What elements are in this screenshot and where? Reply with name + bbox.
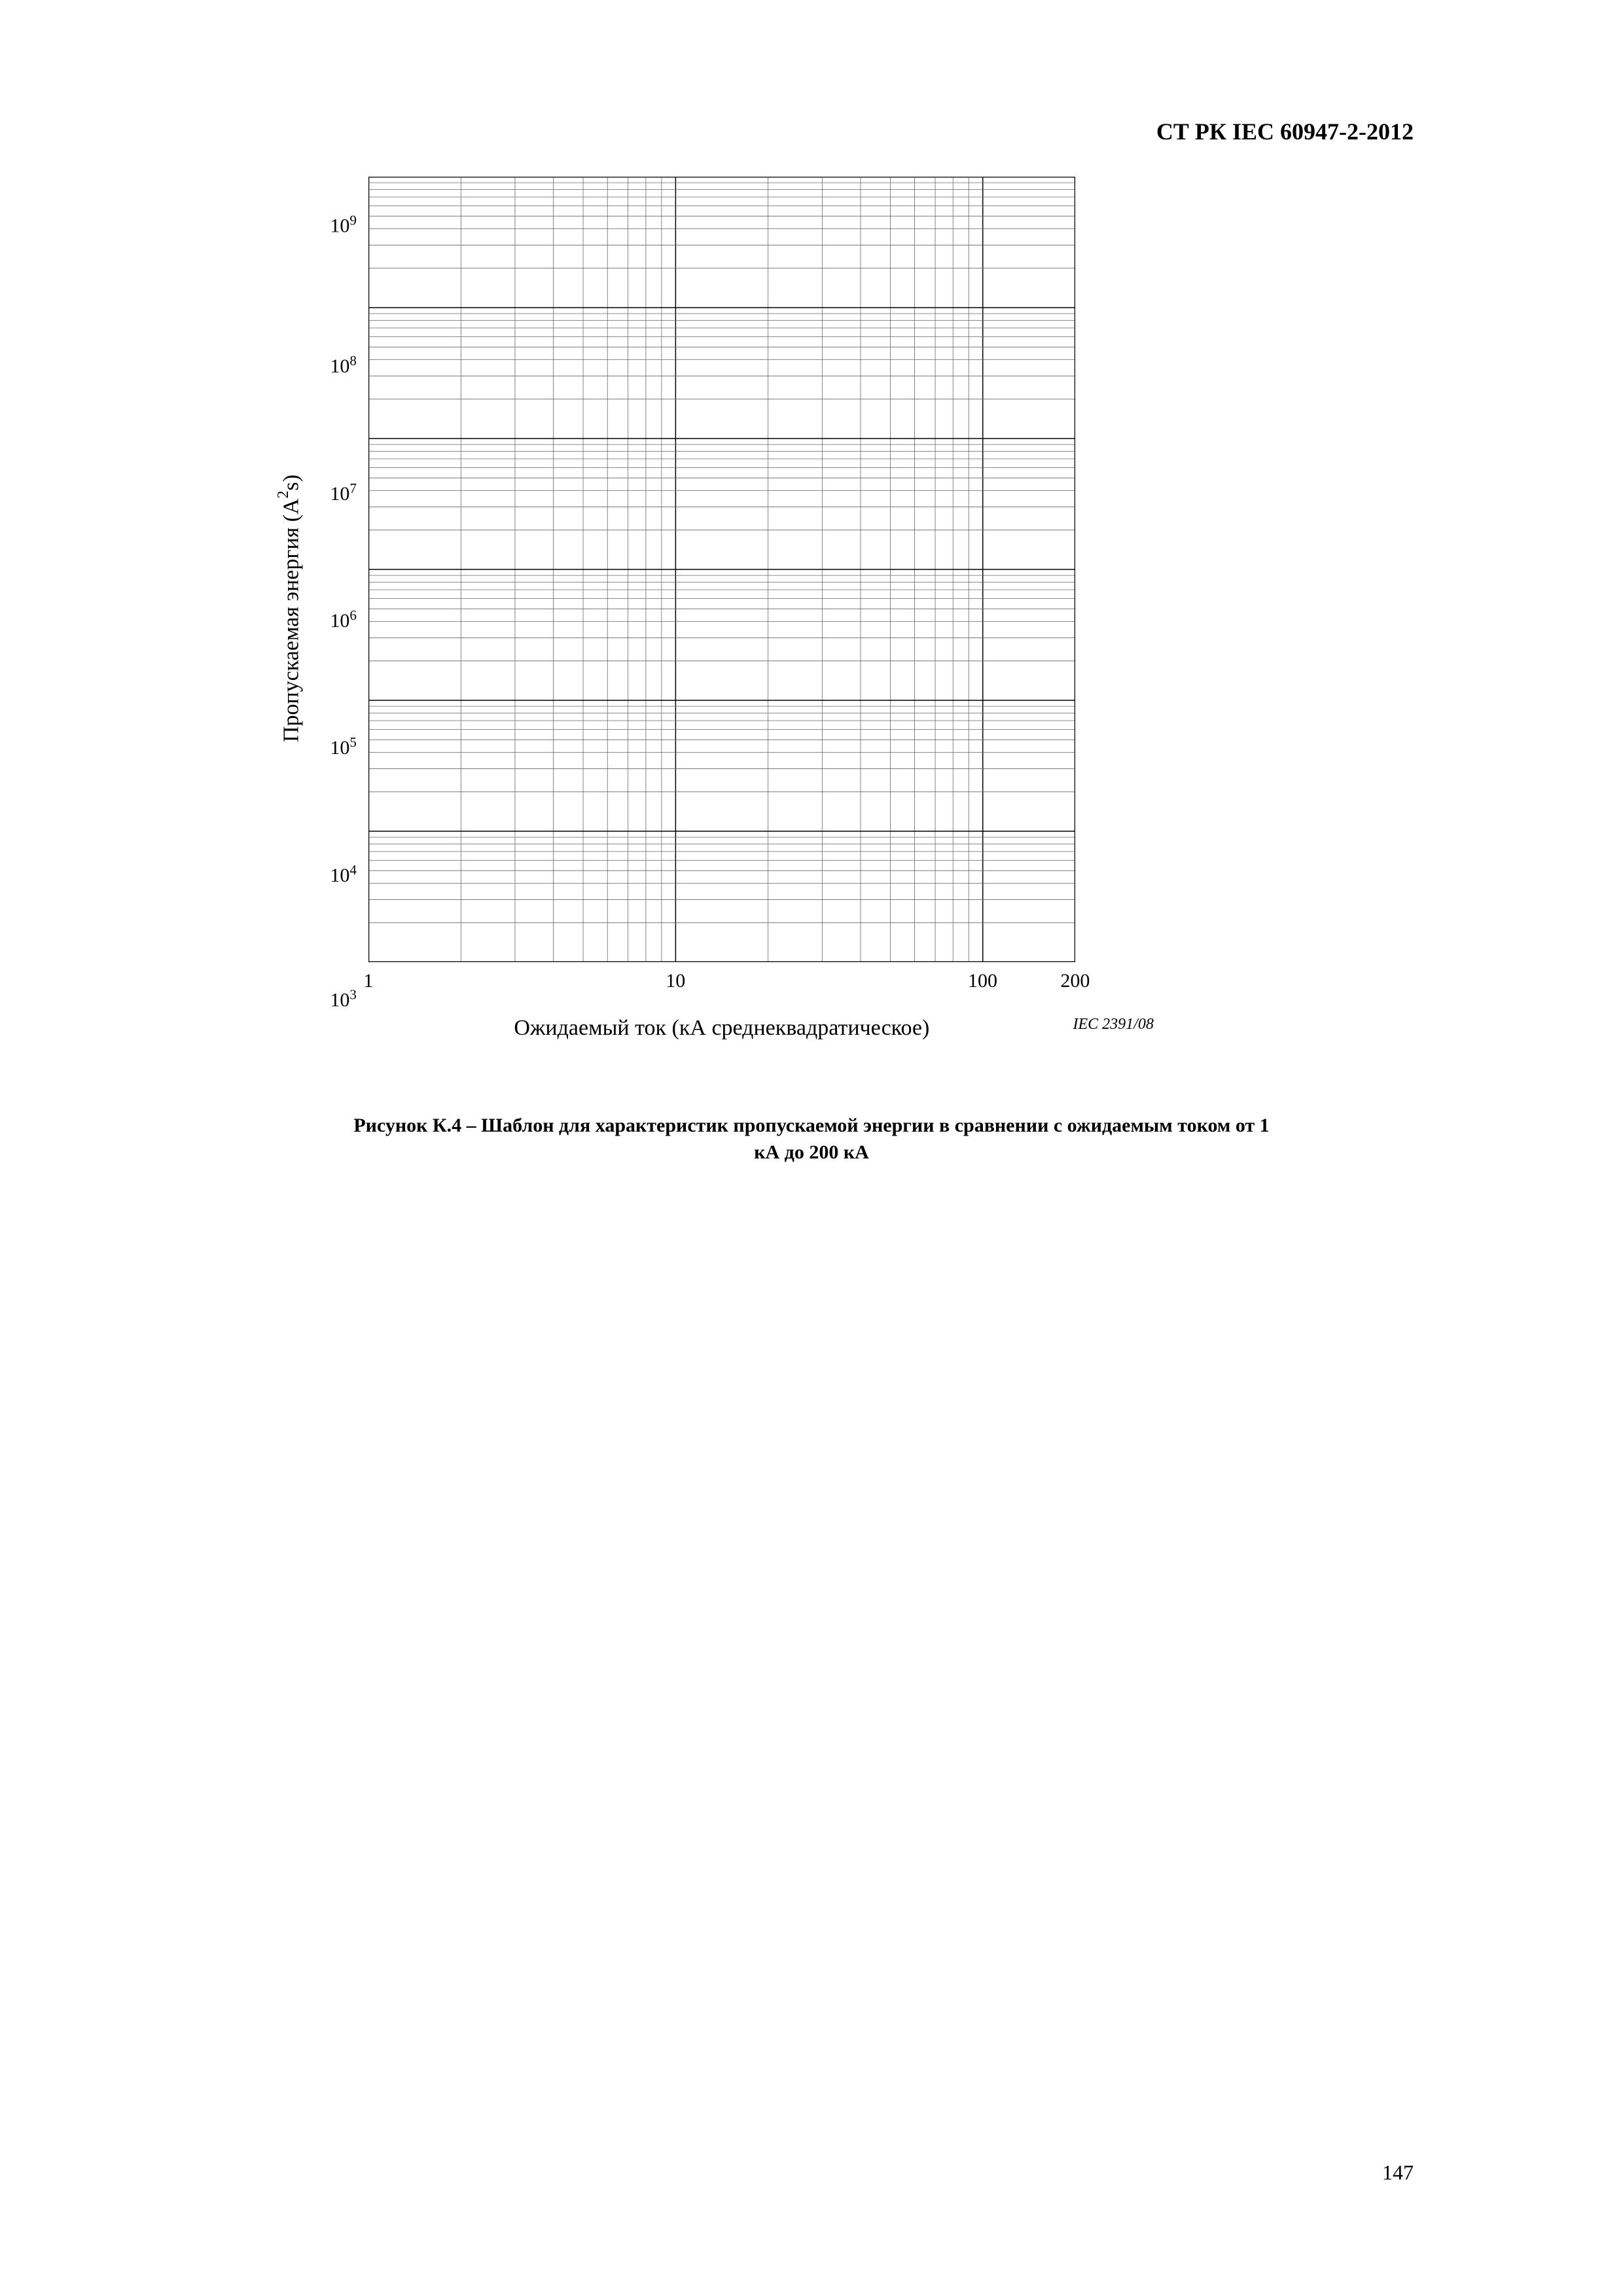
chart-figure: Пропускаемая энергия (A2s) 109 108 107 106 1… xyxy=(275,177,1257,1041)
y-tick-label: 109 xyxy=(330,214,357,236)
y-tick-label: 106 xyxy=(330,609,357,631)
y-tick-label: 107 xyxy=(330,482,357,504)
x-axis-label: Ожидаемый ток (кА среднеквадратическое) xyxy=(514,1016,929,1041)
y-tick-label: 104 xyxy=(330,863,357,886)
page: СТ РК IEC 60947-2-2012 Пропускаемая энер… xyxy=(0,0,1623,2296)
x-tick-label: 10 xyxy=(666,970,685,992)
figure-caption: Рисунок К.4 – Шаблон для характеристик п… xyxy=(196,1113,1427,1166)
caption-line1: Рисунок К.4 – Шаблон для характеристик п… xyxy=(353,1115,1269,1136)
x-tick-label: 100 xyxy=(968,970,997,992)
y-axis-ticks: 109108107106105104103 xyxy=(330,216,357,1001)
y-tick-label: 103 xyxy=(330,988,357,1011)
plot-wrap: 110100200 Ожидаемый ток (кА среднеквадра… xyxy=(368,177,1075,1041)
x-tick-label: 1 xyxy=(363,970,373,992)
standard-code: СТ РК IEC 60947-2-2012 xyxy=(1156,118,1414,145)
caption-line2: кА до 200 кА xyxy=(754,1141,869,1163)
y-tick-label: 105 xyxy=(330,736,357,758)
page-number: 147 xyxy=(1382,2161,1414,2185)
y-tick-label: 108 xyxy=(330,354,357,376)
loglog-grid-plot xyxy=(368,177,1075,962)
x-axis-ticks: 110100200 xyxy=(368,970,1075,1003)
y-axis-label: Пропускаемая энергия (A2s) xyxy=(275,475,304,742)
x-tick-label: 200 xyxy=(1060,970,1090,992)
chart-area: Пропускаемая энергия (A2s) 109 108 107 106 1… xyxy=(275,177,1257,1041)
iec-reference: IEC 2391/08 xyxy=(1073,1016,1154,1033)
x-axis-label-row: Ожидаемый ток (кА среднеквадратическое) … xyxy=(368,1016,1075,1041)
